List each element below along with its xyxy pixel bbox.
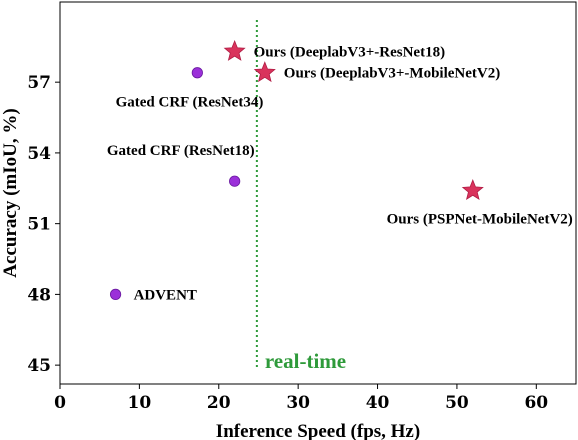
y-tick-label: 51 [27,215,51,235]
y-axis-title: Accuracy (mIoU, %) [0,108,21,277]
y-tick-label: 45 [27,356,51,376]
x-tick-label: 40 [366,393,390,413]
x-tick-label: 0 [54,393,66,413]
star-marker [461,179,484,201]
circle-marker [229,175,241,187]
data-points: ADVENT Gated CRF (ResNet18) Gated CRF (Res… [107,39,573,303]
y-tick-label: 48 [27,285,51,305]
x-tick-label: 10 [128,393,152,413]
y-axis: 45 48 51 54 57 [27,73,60,376]
x-axis: 0 10 20 30 40 50 60 [54,384,548,413]
y-tick-label: 57 [27,73,51,93]
point-label: Ours (DeeplabV3+-MobileNetV2) [284,66,500,82]
plot-frame [59,1,577,385]
point-label: Gated CRF (ResNet34) [116,95,264,111]
star-marker [253,61,276,83]
x-tick-label: 30 [286,393,310,413]
x-tick-label: 50 [445,393,469,413]
x-tick-label: 60 [524,393,548,413]
star-marker [223,39,246,61]
point-label: Gated CRF (ResNet18) [107,143,255,159]
real-time-label: real-time [265,349,346,373]
point-label: Ours (DeeplabV3+-ResNet18) [254,45,445,61]
x-tick-label: 20 [207,393,231,413]
y-tick-label: 54 [27,144,51,164]
point-label: Ours (PSPNet-MobileNetV2) [387,212,573,228]
circle-marker [191,67,203,79]
circle-marker [109,288,122,300]
x-axis-title: Inference Speed (fps, Hz) [216,421,420,440]
point-label: ADVENT [134,287,197,303]
